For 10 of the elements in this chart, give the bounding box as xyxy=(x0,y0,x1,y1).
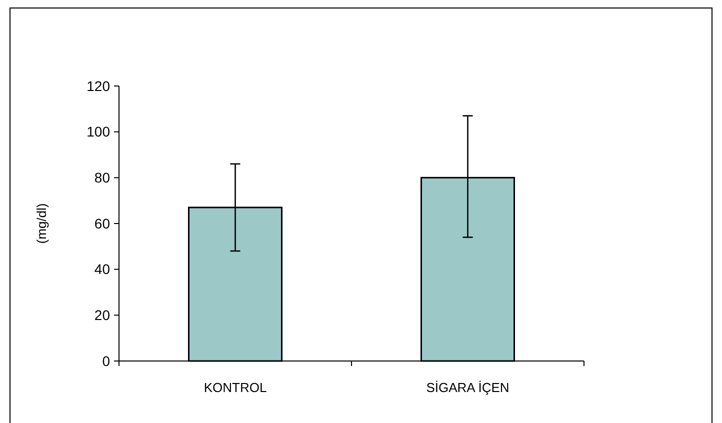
y-tick-label: 40 xyxy=(94,261,110,278)
y-tick-label: 0 xyxy=(102,352,110,369)
y-tick-label: 20 xyxy=(94,307,110,324)
x-tick-label: KONTROL xyxy=(204,380,267,395)
y-tick-label: 60 xyxy=(94,215,110,232)
x-tick-label: SİGARA İÇEN xyxy=(426,380,510,395)
y-axis-title: (mg/dl) xyxy=(34,203,49,244)
y-tick-label: 80 xyxy=(94,170,110,186)
y-tick-label: 100 xyxy=(86,124,110,140)
y-tick-label: 120 xyxy=(86,78,110,94)
